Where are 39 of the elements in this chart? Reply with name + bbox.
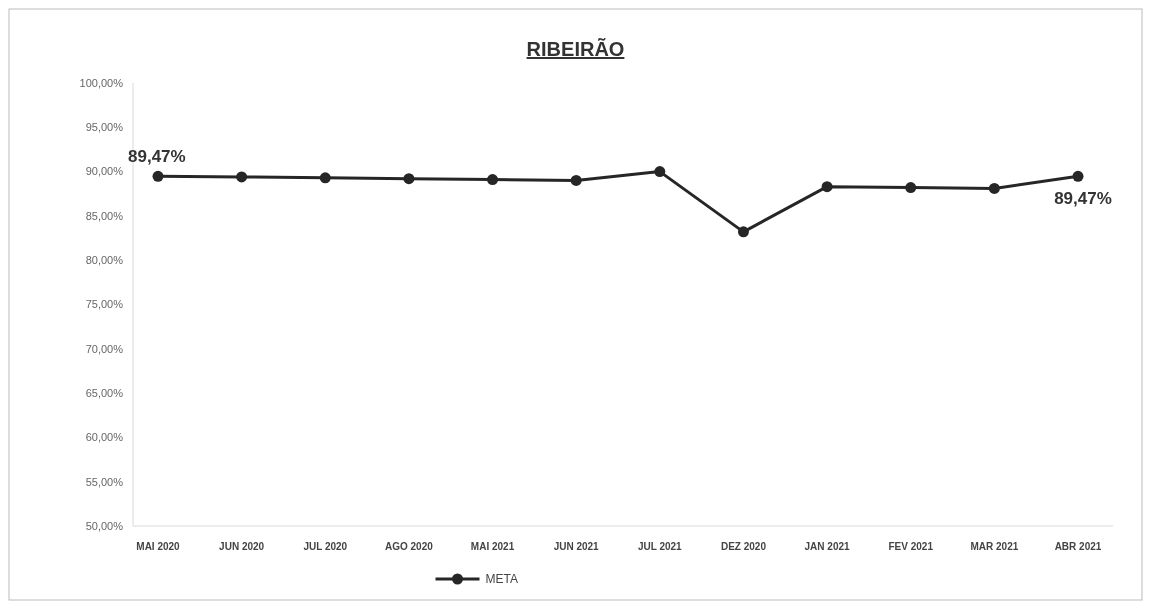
point (236, 171, 248, 183)
y-tick-label: 75,00% (85, 298, 124, 311)
y-tick-label: 65,00% (85, 386, 124, 399)
y-tick-label: 100,00% (79, 76, 124, 89)
x-tick-label: JUL 2021 (637, 541, 683, 552)
point (988, 182, 1000, 194)
x-tick-label: JAN 2021 (804, 541, 851, 552)
y-tick-label: 55,00% (85, 475, 124, 488)
x-tick-label: MAI 2021 (470, 541, 515, 552)
x-tick-label: FEV 2021 (888, 541, 934, 552)
x-tick-label: JUN 2020 (219, 541, 265, 552)
point (821, 181, 833, 193)
chart-title: RIBEIRÃO (526, 38, 625, 60)
x-tick-label: ABR 2021 (1054, 541, 1102, 552)
point (1072, 170, 1084, 182)
point (319, 172, 331, 184)
y-tick-label: 70,00% (85, 342, 124, 355)
data-label: 89,47% (128, 147, 186, 167)
y-tick-label: 50,00% (85, 519, 124, 532)
x-tick-label: AGO 2020 (385, 541, 434, 552)
data-label: 89,47% (1054, 189, 1112, 209)
x-tick-label: JUL 2020 (303, 541, 348, 552)
x-tick-label: DEZ 2020 (720, 541, 767, 552)
y-tick-label: 85,00% (85, 209, 124, 222)
y-tick-label: 95,00% (85, 121, 124, 134)
y-tick-label: 80,00% (85, 254, 124, 267)
legend-label: META (485, 572, 518, 587)
x-tick-label: MAI 2020 (136, 541, 181, 552)
y-tick-label: 60,00% (85, 431, 124, 444)
point (152, 170, 164, 182)
x-tick-label: JUN 2021 (553, 541, 600, 552)
point (570, 174, 582, 186)
x-tick-label: MAR 2021 (970, 541, 1019, 552)
y-tick-label: 90,00% (85, 165, 124, 178)
point (403, 173, 415, 185)
point (654, 166, 666, 178)
point (487, 174, 499, 186)
point (737, 226, 749, 238)
point (905, 182, 917, 194)
